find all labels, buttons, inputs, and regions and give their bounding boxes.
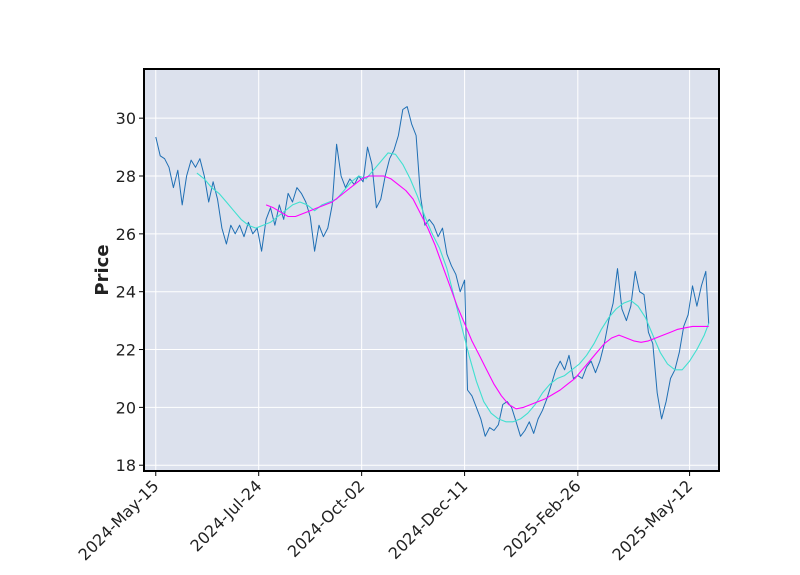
y-axis-title: Price bbox=[92, 244, 113, 295]
y-tick-label: 30 bbox=[116, 109, 136, 128]
plot-frame bbox=[143, 68, 720, 472]
y-tick-label: 24 bbox=[116, 283, 136, 302]
y-tick-label: 22 bbox=[116, 341, 136, 360]
y-tick-label: 26 bbox=[116, 225, 136, 244]
y-tick-label: 18 bbox=[116, 456, 136, 475]
x-tick-label: 2024-Jul-24 bbox=[186, 476, 265, 555]
series-line-ma-slow bbox=[265, 175, 709, 410]
x-tick-label: 2024-May-15 bbox=[75, 476, 163, 564]
y-tick-label: 20 bbox=[116, 398, 136, 417]
y-tick-label: 28 bbox=[116, 167, 136, 186]
series-lines bbox=[155, 106, 710, 437]
plot-background bbox=[144, 69, 719, 471]
x-tick-label: 2025-Feb-26 bbox=[500, 476, 585, 561]
x-tick-label: 2024-Oct-02 bbox=[284, 476, 369, 561]
x-tick-label: 2025-May-12 bbox=[608, 476, 696, 564]
x-tick-label: 2024-Dec-11 bbox=[385, 476, 472, 563]
series-line-price bbox=[155, 106, 710, 437]
gridlines bbox=[144, 69, 719, 471]
